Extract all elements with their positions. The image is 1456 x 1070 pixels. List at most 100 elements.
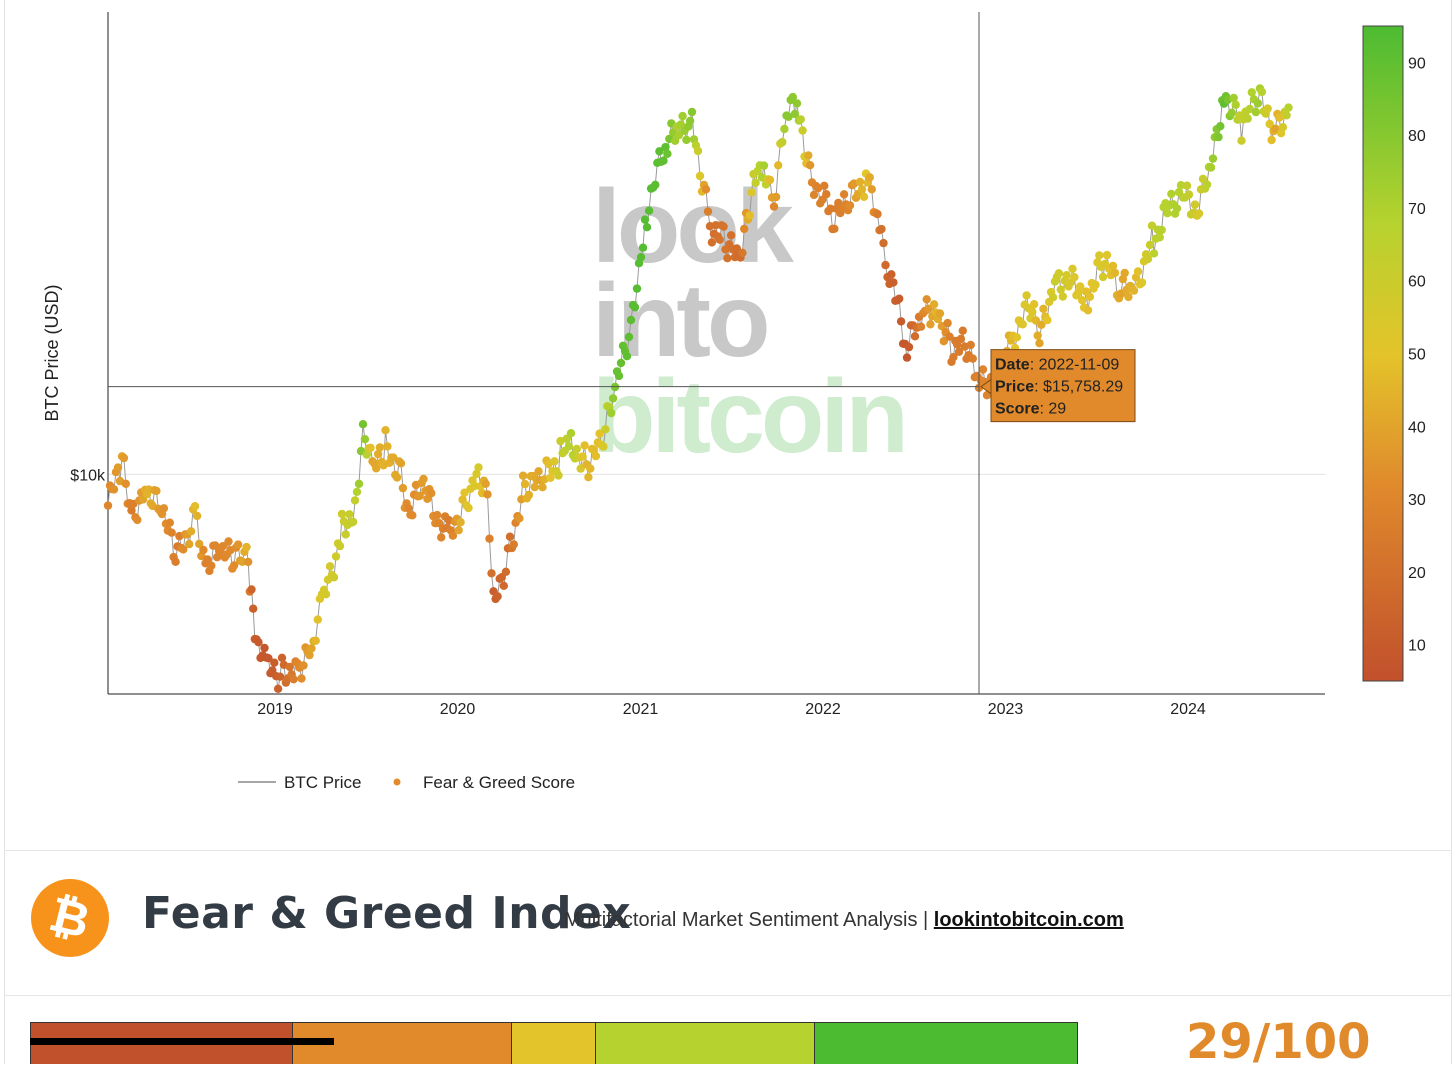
score-point: [277, 653, 287, 662]
score-point: [1033, 331, 1042, 340]
score-point: [978, 365, 988, 374]
tooltip-row: Score: 29: [995, 401, 1066, 418]
score-point: [1263, 104, 1272, 113]
score-point: [195, 539, 204, 549]
score-point: [1237, 136, 1246, 145]
score-point: [1056, 285, 1066, 294]
score-point: [580, 441, 589, 450]
score-point: [685, 116, 695, 126]
score-point: [348, 517, 358, 527]
score-point: [910, 332, 920, 341]
score-point: [362, 450, 371, 459]
score-point: [238, 557, 247, 566]
score-point: [1182, 181, 1192, 190]
watermark-word: bitcoin: [592, 359, 905, 475]
score-point: [375, 443, 385, 452]
legend-label-btc-price: BTC Price: [284, 773, 361, 792]
colorbar-tick-label: 20: [1408, 565, 1426, 582]
score-point: [566, 429, 576, 438]
score-point: [299, 661, 308, 670]
score-point: [1202, 180, 1212, 189]
score-point: [624, 332, 634, 342]
score-point: [520, 479, 530, 489]
index-subtitle: Multifactorial Market Sentiment Analysis…: [564, 909, 1124, 932]
colorbar-tick-label: 40: [1408, 419, 1426, 436]
score-point: [1035, 339, 1044, 348]
tooltip-value: : 2022-11-09: [1030, 357, 1120, 374]
score-point: [896, 317, 906, 326]
score-point: [113, 463, 123, 472]
x-tick-label: 2023: [988, 701, 1024, 718]
colorbar-tick-label: 10: [1408, 638, 1426, 655]
score-point: [805, 161, 815, 170]
score-point: [415, 491, 424, 501]
bitcoin-glyph: ₿: [44, 886, 96, 950]
score-point: [1085, 292, 1095, 301]
score-point: [1157, 225, 1166, 235]
score-point: [352, 487, 362, 496]
score-point: [895, 294, 904, 303]
score-point: [487, 569, 496, 578]
section-divider: [4, 995, 1452, 996]
colorbar-tick-label: 50: [1408, 347, 1426, 364]
fear-greed-chart[interactable]: lookintobitcoin BTC Price (USD) 2019 2020…: [0, 0, 1456, 850]
score-point: [1253, 99, 1263, 108]
score-point: [695, 171, 705, 181]
score-point: [1149, 249, 1159, 258]
score-point: [887, 270, 896, 279]
current-score: 29/100: [1186, 1014, 1371, 1070]
score-point: [926, 320, 935, 329]
score-point: [1214, 132, 1223, 142]
colorbar-tick-label: 30: [1408, 492, 1426, 509]
score-point: [845, 201, 855, 210]
score-point: [855, 177, 865, 187]
score-point: [1145, 240, 1155, 250]
score-point: [289, 675, 298, 684]
score-point: [822, 190, 831, 199]
score-point: [1110, 268, 1120, 278]
score-point: [448, 531, 458, 540]
score-point: [408, 511, 417, 520]
score-point: [1091, 280, 1100, 289]
score-point: [1124, 292, 1133, 302]
score-point: [218, 542, 228, 551]
score-point: [745, 211, 754, 220]
lookintobitcoin-link[interactable]: lookintobitcoin.com: [933, 909, 1124, 931]
score-point: [186, 527, 196, 536]
colorbar-tick-label: 80: [1408, 128, 1426, 145]
colorbar-tick-label: 60: [1408, 274, 1426, 291]
score-point: [472, 469, 481, 479]
legend[interactable]: BTC Price Fear & Greed Score: [238, 773, 575, 792]
score-point: [1012, 333, 1022, 342]
score-point: [481, 479, 490, 488]
score-point: [419, 474, 428, 484]
tooltip-value: : $15,758.29: [1034, 379, 1123, 396]
score-point: [943, 318, 952, 328]
score-point: [1102, 250, 1112, 260]
score-point: [966, 340, 975, 350]
score-point: [796, 115, 805, 124]
score-point: [879, 238, 888, 248]
tooltip-row: Price: $15,758.29: [995, 379, 1123, 396]
score-point: [726, 231, 736, 240]
hover-tooltip: Date: 2022-11-09 Price: $15,758.29 Score: …: [980, 349, 1136, 423]
score-point: [655, 147, 664, 156]
score-point: [1120, 268, 1129, 278]
score-point: [935, 309, 945, 318]
score-point: [331, 552, 341, 561]
score-point: [1108, 261, 1118, 271]
score-point: [630, 303, 640, 312]
gauge-segment: [815, 1023, 1077, 1064]
score-point: [270, 658, 279, 667]
score-point: [1028, 307, 1037, 317]
axes: [107, 12, 1325, 695]
tooltip-key: Date: [995, 357, 1030, 374]
score-point: [1129, 286, 1139, 295]
score-point: [830, 224, 839, 233]
x-tick-labels: 2019 2020 2021 2022 2023 2024: [257, 701, 1206, 718]
score-point: [640, 215, 650, 224]
score-point: [1251, 107, 1261, 117]
score-point: [1098, 272, 1108, 282]
score-point: [1095, 251, 1104, 260]
score-point: [591, 451, 601, 461]
